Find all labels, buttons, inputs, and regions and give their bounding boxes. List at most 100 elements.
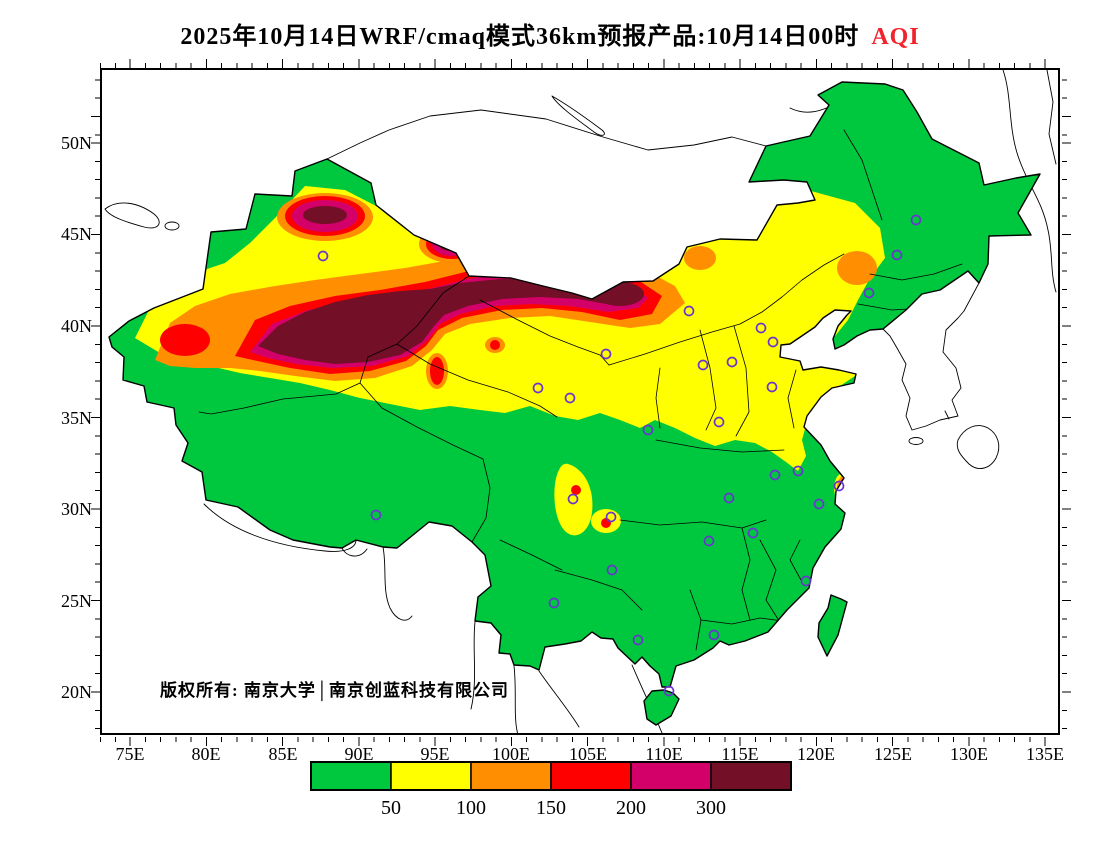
aqi-unhealthy-qaidam-finger — [430, 357, 444, 385]
aqi-legend: 50 100 150 200 300 — [310, 761, 792, 824]
city-marker — [548, 597, 560, 609]
lake-balkhash-outline — [104, 202, 160, 229]
hainan-outline — [643, 689, 680, 726]
lon-axis-label-120e: 120E — [797, 744, 835, 764]
lon-axis-label-75e: 75E — [115, 744, 145, 764]
province-line — [396, 343, 558, 418]
title-variable-label: AQI — [871, 24, 920, 50]
province-line — [869, 263, 963, 281]
legend-swatch-hazardous — [710, 761, 792, 791]
city-marker — [663, 685, 675, 697]
aqi-usg-shanghai — [837, 475, 853, 501]
aqi-hazardous-northwest — [303, 206, 347, 224]
china-outline — [108, 81, 1041, 726]
city-marker — [800, 575, 812, 587]
city-marker — [766, 381, 778, 393]
legend-swatch-moderate — [390, 761, 472, 791]
city-marker — [833, 480, 845, 492]
lat-axis-label-35n: 35N — [61, 408, 92, 428]
lon-axis-label-90e: 90E — [344, 744, 374, 764]
lon-axis-label-100e: 100E — [492, 744, 530, 764]
province-line — [700, 617, 791, 625]
city-marker — [600, 348, 612, 360]
china-mainland-outline — [108, 81, 1041, 688]
aqi-unhealthy-kashgar — [160, 324, 210, 356]
neighbor-coastlines — [104, 70, 1057, 733]
map-svg — [104, 70, 1057, 733]
province-line — [843, 129, 883, 221]
taiwan-outline — [817, 594, 848, 657]
legend-border — [310, 761, 792, 791]
aqi-usg-inner-mongolia — [684, 246, 716, 270]
city-marker — [564, 392, 576, 404]
aqi-unhealthy-sichuan-spot — [571, 485, 581, 495]
lat-axis-label-20n: 20N — [61, 682, 92, 702]
lon-axis-label-85e: 85E — [268, 744, 298, 764]
lon-axis-label-110e: 110E — [645, 744, 683, 764]
aqi-very-unhealthy-junggar — [432, 232, 472, 256]
map-plot-frame: 版权所有: 南京大学│南京创蓝科技有限公司 — [100, 68, 1060, 735]
page-title: 2025年10月14日WRF/cmaq模式36km预报产品:10月14日00时 A… — [0, 16, 1100, 51]
korea-coastline — [882, 282, 980, 431]
city-marker — [713, 416, 725, 428]
legend-label-100: 100 — [456, 797, 486, 819]
aqi-unhealthy-chongqing-spot — [601, 518, 611, 528]
city-marker — [697, 359, 709, 371]
province-line — [499, 539, 563, 571]
city-marker — [317, 250, 329, 262]
city-marker — [683, 305, 695, 317]
lon-axis-label-105e: 105E — [569, 744, 607, 764]
city-marker — [863, 287, 875, 299]
city-marker — [910, 214, 922, 226]
kyushu-coastline — [956, 425, 1000, 469]
copyright-text: 版权所有: 南京大学│南京创蓝科技有限公司 — [160, 681, 509, 700]
aqi-hazardous-junggar — [438, 235, 464, 251]
myanmar-laos-border — [513, 665, 519, 733]
lat-axis-label-40n: 40N — [61, 316, 92, 336]
sakhalin-coastline — [1046, 70, 1057, 165]
lon-axis-label-95e: 95E — [420, 744, 450, 764]
city-marker — [813, 498, 825, 510]
lon-axis-label-115e: 115E — [721, 744, 759, 764]
city-marker — [606, 564, 618, 576]
city-marker — [755, 322, 767, 334]
aqi-hazardous-main — [258, 279, 633, 364]
x-axis-major-ticks-bottom — [100, 737, 1060, 746]
province-line — [655, 439, 785, 453]
aqi-unhealthy-turpan-spot — [490, 340, 500, 350]
province-line — [359, 382, 484, 460]
lon-axis-label-130e: 130E — [950, 744, 988, 764]
legend-swatch-unhealthy — [550, 761, 632, 791]
province-line — [655, 367, 661, 429]
province-line — [554, 569, 643, 611]
tsushima-island — [944, 410, 950, 420]
province-line — [608, 253, 845, 366]
lat-axis-label-50n: 50N — [61, 133, 92, 153]
lon-axis-label-80e: 80E — [191, 744, 221, 764]
lake-alakol-outline — [164, 221, 180, 231]
aqi-usg-jilin-west — [837, 251, 877, 285]
city-marker — [567, 493, 579, 505]
legend-label-50: 50 — [381, 797, 401, 819]
legend-svg: 50 100 150 200 300 — [310, 761, 792, 819]
province-line — [699, 329, 717, 431]
city-marker — [769, 469, 781, 481]
province-line — [741, 527, 751, 621]
city-marker — [703, 535, 715, 547]
city-marker — [370, 509, 382, 521]
x-axis-major-ticks-top — [100, 59, 1060, 68]
province-line — [787, 369, 797, 429]
province-line — [471, 458, 491, 543]
aqi-moderate-sichuan — [554, 463, 593, 536]
legend-swatch-usg — [470, 761, 552, 791]
lat-axis-label-25n: 25N — [61, 591, 92, 611]
city-marker — [767, 336, 779, 348]
y-axis-major-ticks-left — [91, 68, 100, 735]
province-line — [619, 519, 767, 529]
city-marker — [891, 249, 903, 261]
lat-axis-label-45n: 45N — [61, 224, 92, 244]
russia-mongolia-border — [326, 109, 767, 160]
title-text: 2025年10月14日WRF/cmaq模式36km预报产品:10月14日00时 — [180, 24, 860, 50]
lon-axis-label-135e: 135E — [1026, 744, 1064, 764]
